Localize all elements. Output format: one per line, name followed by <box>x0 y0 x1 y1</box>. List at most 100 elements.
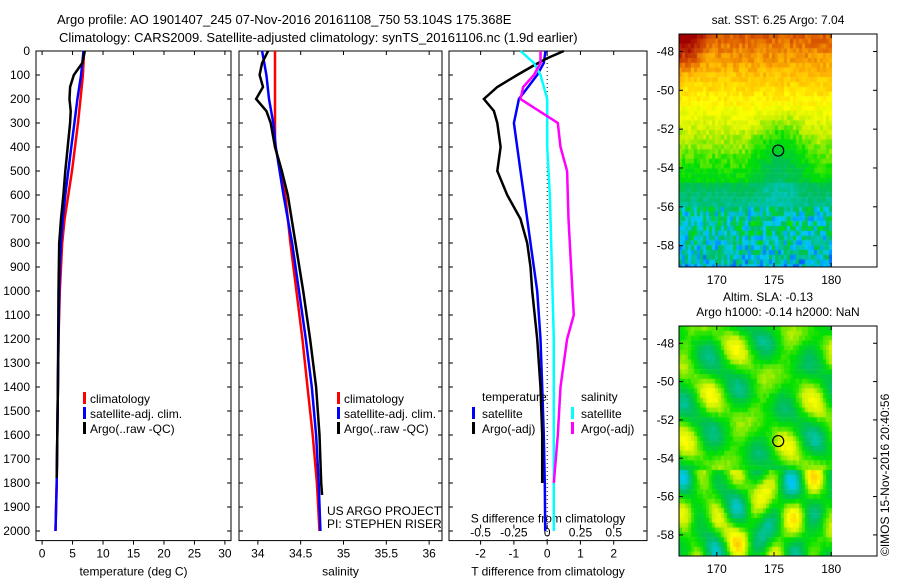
x2-tick-label: -0.25 <box>500 526 528 540</box>
y-tick-label: 1900 <box>3 500 30 514</box>
map-lat-label: -56 <box>657 200 675 214</box>
map-lon-label: 180 <box>821 562 841 576</box>
legend-label: satellite <box>581 407 622 421</box>
title-line-2: Climatology: CARS2009. Satellite-adjuste… <box>59 30 578 45</box>
x-tick-label: 1 <box>577 547 584 561</box>
x-tick-label: 15 <box>127 547 141 561</box>
legend-label: climatology <box>344 392 404 406</box>
map-lat-label: -54 <box>657 451 675 465</box>
y-tick-label: 1200 <box>3 332 30 346</box>
x2-tick-label: 0 <box>544 526 551 540</box>
y-tick-label: 1300 <box>3 356 30 370</box>
y-tick-label: 0 <box>23 44 30 58</box>
map-lat-label: -50 <box>657 83 675 97</box>
argo-location-marker <box>772 434 785 448</box>
y-tick-label: 1600 <box>3 428 30 442</box>
y-tick-label: 1500 <box>3 404 30 418</box>
x2-axis-label: S difference from climatology <box>471 512 626 526</box>
temperature-panel: 0100200300400500600700800900100011001200… <box>3 44 232 579</box>
x-tick-label: 0 <box>544 547 551 561</box>
map-lon-label: 175 <box>764 273 784 287</box>
legend-title: temperature <box>482 390 547 404</box>
series-line-t-argo-adj- <box>482 49 565 483</box>
project-annotation: US ARGO PROJECT <box>327 504 442 518</box>
legend-swatch <box>337 422 340 434</box>
legend-label: satellite <box>482 407 523 421</box>
difference-panel: -2 -1 0 1 2 T difference from climatology -0.5… <box>448 49 648 579</box>
y-tick-label: 1400 <box>3 380 30 394</box>
y-tick-label: 800 <box>10 236 30 250</box>
legend-swatch <box>472 407 475 419</box>
axes-frame <box>35 50 232 542</box>
legend-swatch <box>472 422 475 434</box>
y-tick-label: 2000 <box>3 524 30 538</box>
y-tick-label: 1100 <box>4 308 30 322</box>
legend-swatch <box>83 407 86 419</box>
map-lat-label: -52 <box>657 413 675 427</box>
legend-swatch <box>571 422 574 434</box>
x-axis-label: T difference from climatology <box>471 565 625 579</box>
y-tick-label: 500 <box>10 164 30 178</box>
y-tick-label: 400 <box>10 140 30 154</box>
legend-swatch <box>83 392 86 404</box>
map-frame <box>678 325 878 557</box>
y-tick-label: 900 <box>10 260 30 274</box>
legend-label: Argo(..raw -QC) <box>344 422 429 436</box>
title-line-1: Argo profile: AO 1901407_245 07-Nov-2016… <box>57 12 512 27</box>
map-lat-label: -48 <box>657 336 675 350</box>
series-line-t-satellite <box>512 50 547 532</box>
argo-location-marker <box>772 144 785 157</box>
x2-tick-label: 0.25 <box>569 526 593 540</box>
map-lon-label: 175 <box>764 562 784 576</box>
x-tick-label: 25 <box>188 547 202 561</box>
x-tick-label: 35 <box>337 547 351 561</box>
legend-label: Argo(-adj) <box>581 422 634 436</box>
series-line-s-satellite <box>519 50 556 531</box>
map-lat-label: -54 <box>657 161 675 175</box>
x-axis-label: salinity <box>322 565 359 579</box>
y-tick-label: 100 <box>10 68 30 82</box>
y-tick-label: 200 <box>10 92 30 106</box>
map-title: Argo h1000: -0.14 h2000: NaN <box>696 305 859 319</box>
y-tick-label: 1000 <box>3 284 30 298</box>
project-annotation: PI: STEPHEN RISER <box>327 517 442 531</box>
x-tick-label: 10 <box>96 547 110 561</box>
map-lat-label: -58 <box>657 239 675 253</box>
x-tick-label: 2 <box>610 547 617 561</box>
x-tick-label: 30 <box>218 547 232 561</box>
x-tick-label: 36 <box>422 547 436 561</box>
legend-swatch <box>571 407 574 419</box>
credit-text: ©IMOS 15-Nov-2016 20:40:56 <box>878 393 892 556</box>
x-tick-label: 0 <box>39 547 46 561</box>
salinity-panel: 34 34.5 35 35.5 36 salinity climatologysatelli… <box>238 50 443 579</box>
legend-label: Argo(-adj) <box>482 422 535 436</box>
x2-tick-label: -0.5 <box>470 526 491 540</box>
map-lat-label: -48 <box>657 44 675 58</box>
x-tick-label: 34 <box>251 547 265 561</box>
legend-label: climatology <box>90 392 150 406</box>
map-panels: 170 175 180 -48 -50 -52 -54 -56 -58 sat. SST: 6.2… <box>657 13 878 576</box>
x-tick-label: -1 <box>509 547 520 561</box>
map-title: Altim. SLA: -0.13 <box>723 290 813 304</box>
legend-swatch <box>337 407 340 419</box>
map-lat-label: -52 <box>657 122 675 136</box>
legend-swatch <box>337 392 340 404</box>
map-lon-label: 170 <box>707 562 727 576</box>
y-tick-label: 700 <box>10 212 30 226</box>
sst-map-image <box>679 34 832 267</box>
x-tick-label: -2 <box>475 547 486 561</box>
series-line-argo-raw-qc- <box>254 50 324 496</box>
series-line-argo-raw-qc- <box>55 50 87 479</box>
axes-frame <box>238 50 443 542</box>
legend-title: salinity <box>581 390 618 404</box>
series-line-s-argo-adj- <box>519 51 576 484</box>
map-lon-label: 170 <box>707 273 727 287</box>
x-tick-label: 34.5 <box>289 547 313 561</box>
map-lat-label: -56 <box>657 490 675 504</box>
x2-tick-label: 0.5 <box>605 526 622 540</box>
x-tick-label: 20 <box>157 547 171 561</box>
x-tick-label: 35.5 <box>375 547 399 561</box>
map-lat-label: -50 <box>657 375 675 389</box>
series-line-satellite-adj-clim- <box>260 50 322 532</box>
